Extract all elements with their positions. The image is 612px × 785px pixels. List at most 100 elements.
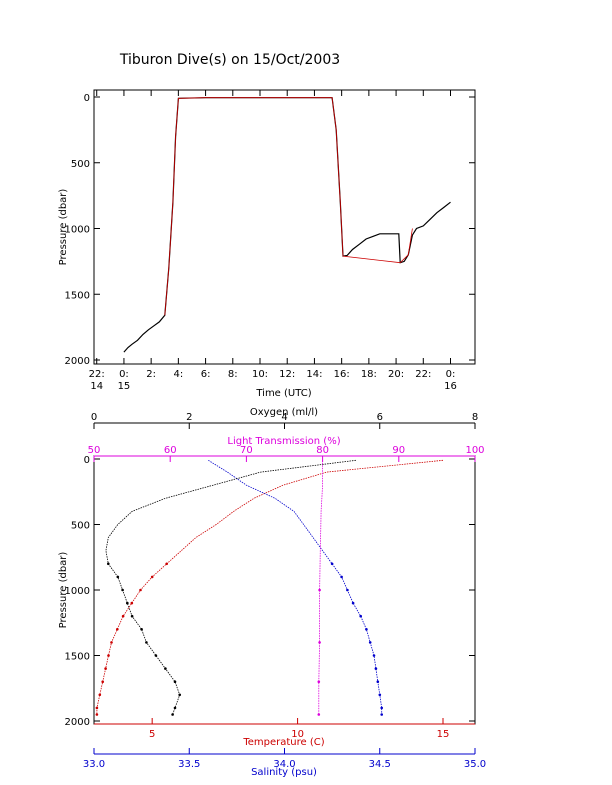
salinity-tick-label: 35.0: [464, 759, 486, 770]
oxygen-tick-label: 4: [281, 412, 287, 423]
top-x-tick-label: 22:: [89, 369, 105, 380]
profile-point-temperature: [121, 614, 125, 618]
profile-point-salinity: [372, 654, 376, 657]
profile-point-oxygen: [121, 588, 124, 592]
profile-point-oxygen: [116, 575, 120, 579]
profile-point-oxygen: [130, 614, 134, 618]
bottom-y-tick-label: 2000: [65, 717, 90, 728]
profile-point-salinity: [376, 680, 380, 683]
top-series-line-1: [164, 97, 413, 316]
light-tick-label: 50: [88, 445, 101, 456]
top-x-tick-label: 15: [118, 381, 131, 392]
temperature-tick-label: 10: [291, 729, 304, 740]
top-y-tick-label: 0: [84, 93, 90, 104]
top-x-tick-label: 10:: [252, 369, 268, 380]
temperature-tick-label: 15: [437, 729, 450, 740]
time-pressure-plot-frame: [93, 89, 476, 365]
profile-point-light_transmission: [317, 680, 321, 683]
profiles-plot-frame: [93, 455, 476, 725]
profile-point-light_transmission: [318, 641, 321, 644]
profile-point-temperature: [95, 706, 99, 710]
salinity-axis-title: Salinity (psu): [251, 767, 317, 778]
profile-point-temperature: [116, 628, 119, 631]
top-x-tick-label: 16:: [334, 369, 350, 380]
salinity-tick-label: 34.0: [273, 759, 295, 770]
top-x-tick-label: 18:: [361, 369, 377, 380]
top-x-tick-label: 12:: [279, 369, 295, 380]
temperature-axis-title: Temperature (C): [242, 737, 324, 748]
profile-point-salinity: [380, 706, 384, 710]
oxygen-tick-label: 8: [472, 412, 478, 423]
profile-point-oxygen: [178, 693, 181, 697]
profile-point-temperature: [130, 601, 134, 605]
top-x-axis-title: Time (UTC): [255, 388, 311, 399]
page-title: Tiburon Dive(s) on 15/Oct/2003: [119, 52, 341, 68]
top-x-tick-label: 16: [444, 381, 457, 392]
profile-point-oxygen: [173, 680, 177, 683]
profile-point-light_transmission: [318, 588, 321, 592]
temperature-tick-label: 5: [149, 729, 155, 740]
top-y-tick-label: 2000: [65, 356, 90, 367]
profile-point-salinity: [374, 667, 378, 670]
light-tick-label: 100: [465, 445, 484, 456]
oxygen-tick-label: 6: [377, 412, 383, 423]
profile-point-temperature: [98, 693, 102, 697]
profile-point-temperature: [95, 713, 99, 716]
profile-point-oxygen: [107, 562, 110, 566]
top-x-tick-label: 14:: [306, 369, 322, 380]
profile-point-salinity: [359, 614, 363, 618]
top-x-tick-label: 0:: [446, 369, 456, 380]
top-x-tick-label: 8:: [228, 369, 238, 380]
profile-point-temperature: [165, 562, 168, 566]
top-x-tick-label: 6:: [201, 369, 211, 380]
profile-point-oxygen: [164, 667, 167, 670]
light-tick-label: 80: [316, 445, 329, 456]
profile-point-salinity: [351, 601, 355, 605]
profile-point-temperature: [150, 575, 154, 579]
salinity-tick-label: 33.0: [83, 759, 105, 770]
bottom-y-tick-label: 0: [84, 455, 90, 466]
profiles-chart: 0 500 1000 1500 2000 0 2 4 6 8 50 60 70 80 90 100 5 10 15 3…: [65, 412, 487, 770]
salinity-tick-label: 33.5: [178, 759, 200, 770]
profile-point-salinity: [368, 641, 372, 644]
top-x-tick-label: 4:: [173, 369, 183, 380]
bottom-y-axis-title: Pressure (dbar): [58, 552, 69, 629]
profile-point-temperature: [101, 680, 104, 683]
oxygen-tick-label: 2: [186, 412, 192, 423]
profile-point-oxygen: [126, 601, 129, 605]
salinity-tick-label: 34.5: [369, 759, 391, 770]
profile-point-temperature: [104, 667, 107, 670]
top-y-tick-label: 1500: [65, 290, 90, 301]
bottom-y-tick-label: 1500: [65, 652, 90, 663]
top-y-tick-label: 1000: [65, 225, 90, 236]
profile-line-oxygen: [105, 459, 356, 715]
profile-line-temperature: [96, 459, 444, 715]
top-x-tick-label: 2:: [146, 369, 156, 380]
top-y-axis-title: Pressure (dbar): [58, 189, 69, 266]
bottom-y-tick-label: 500: [71, 521, 90, 532]
top-x-tick-label: 14: [90, 381, 103, 392]
profile-point-salinity: [380, 713, 384, 716]
oxygen-axis-title: Oxygen (ml/l): [250, 407, 318, 418]
profile-point-salinity: [365, 628, 368, 631]
profile-point-oxygen: [145, 641, 148, 644]
light-transmission-axis-title: Light Transmission (%): [227, 436, 340, 447]
profile-point-temperature: [110, 641, 113, 644]
profile-point-salinity: [378, 693, 382, 697]
profile-point-temperature: [107, 654, 110, 657]
profile-point-oxygen: [140, 628, 143, 631]
profile-point-light_transmission: [317, 713, 321, 716]
profile-point-oxygen: [154, 654, 158, 657]
profile-point-oxygen: [173, 706, 177, 710]
light-tick-label: 70: [240, 445, 253, 456]
profile-point-oxygen: [171, 713, 174, 716]
light-tick-label: 90: [392, 445, 405, 456]
profile-point-salinity: [330, 562, 334, 566]
top-x-tick-label: 22:: [415, 369, 431, 380]
profile-line-salinity: [208, 459, 383, 715]
profile-point-salinity: [346, 588, 349, 592]
bottom-y-tick-label: 1000: [65, 586, 90, 597]
profile-point-temperature: [139, 588, 142, 592]
